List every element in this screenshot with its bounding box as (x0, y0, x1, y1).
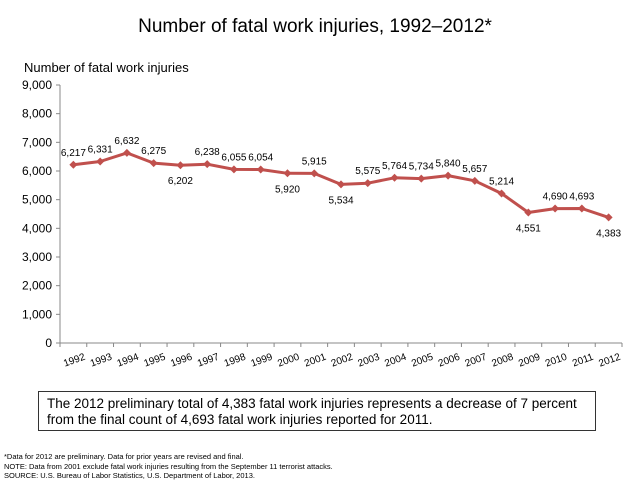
data-point-marker (256, 165, 265, 174)
x-tick-label: 2012 (597, 352, 622, 370)
data-label: 4,383 (596, 228, 621, 239)
y-tick-label: 6,000 (22, 164, 52, 178)
data-point-marker (176, 161, 185, 170)
x-tick-label: 1992 (62, 352, 87, 370)
data-label: 4,690 (543, 192, 568, 203)
y-tick-label: 5,000 (22, 193, 52, 207)
x-tick-label: 1996 (169, 352, 194, 370)
footnote-note: NOTE: Data from 2001 exclude fatal work … (4, 462, 333, 471)
data-label: 5,764 (382, 161, 407, 172)
line-chart: Number of fatal work injuries 0 1,000 2,00… (22, 60, 623, 370)
data-label: 6,238 (195, 147, 220, 158)
data-label: 6,202 (168, 176, 193, 187)
data-point-marker (69, 160, 78, 169)
data-point-marker (203, 160, 212, 169)
chart-title: Number of fatal work injuries, 1992–2012… (138, 16, 492, 37)
data-point-marker (96, 157, 105, 166)
data-point-marker (444, 171, 453, 180)
y-tick-label: 9,000 (22, 78, 52, 92)
x-tick-label: 2001 (303, 352, 328, 370)
data-label: 5,534 (328, 195, 353, 206)
x-tick-label: 2005 (410, 352, 435, 370)
data-label: 5,734 (409, 162, 434, 173)
x-tick-label: 1995 (142, 352, 167, 370)
data-label: 5,920 (275, 184, 300, 195)
x-tick-label: 2000 (276, 352, 301, 370)
y-tick-label: 7,000 (22, 135, 52, 149)
data-label: 6,331 (88, 145, 113, 156)
x-tick-label: 2011 (571, 352, 595, 370)
x-tick-label: 2010 (544, 352, 569, 370)
data-label: 6,055 (221, 152, 246, 163)
footnote-source: SOURCE: U.S. Bureau of Labor Statistics,… (4, 471, 255, 480)
data-point-marker (417, 174, 426, 183)
data-label: 6,054 (248, 152, 273, 163)
data-point-marker (310, 169, 319, 178)
data-point-marker (363, 179, 372, 188)
x-tick-label: 2009 (517, 352, 542, 370)
data-label: 6,217 (61, 148, 86, 159)
data-point-marker (149, 159, 158, 168)
x-tick-label: 2004 (383, 352, 408, 370)
data-point-marker (470, 176, 479, 185)
y-axis-label: Number of fatal work injuries (24, 60, 189, 75)
data-label: 5,214 (489, 177, 514, 188)
x-tick-label: 1999 (250, 352, 275, 370)
data-point-marker (229, 165, 238, 174)
data-label: 5,915 (302, 156, 327, 167)
y-tick-label: 1,000 (22, 307, 52, 321)
data-label: 6,275 (141, 146, 166, 157)
y-tick-label: 2,000 (22, 279, 52, 293)
x-tick-label: 2002 (330, 352, 355, 370)
y-tick-label: 0 (45, 336, 52, 350)
data-point-marker (524, 208, 533, 217)
x-tick-label: 1998 (223, 352, 248, 370)
data-label: 5,840 (436, 159, 461, 170)
x-tick-label: 2003 (357, 352, 382, 370)
data-point-marker (122, 148, 131, 157)
data-point-marker (577, 204, 586, 213)
x-tick-label: 2007 (464, 352, 489, 370)
y-tick-label: 3,000 (22, 250, 52, 264)
data-label: 4,693 (569, 191, 594, 202)
data-point-marker (283, 169, 292, 178)
data-label: 6,632 (114, 136, 139, 147)
summary-callout: The 2012 preliminary total of 4,383 fata… (38, 391, 596, 431)
data-point-marker (497, 189, 506, 198)
data-label: 5,657 (462, 164, 487, 175)
x-tick-label: 1994 (116, 352, 141, 370)
footnote-preliminary: *Data for 2012 are preliminary. Data for… (4, 452, 244, 461)
data-point-marker (551, 204, 560, 213)
data-point-marker (390, 173, 399, 182)
data-label: 4,551 (516, 224, 541, 235)
y-tick-label: 8,000 (22, 107, 52, 121)
x-tick-label: 2008 (490, 352, 515, 370)
x-tick-label: 1993 (89, 352, 114, 370)
data-label: 5,575 (355, 166, 380, 177)
data-point-marker (337, 180, 345, 189)
x-tick-label: 2006 (437, 352, 462, 370)
data-point-marker (604, 213, 613, 222)
y-tick-label: 4,000 (22, 221, 52, 235)
x-tick-label: 1997 (196, 352, 221, 370)
